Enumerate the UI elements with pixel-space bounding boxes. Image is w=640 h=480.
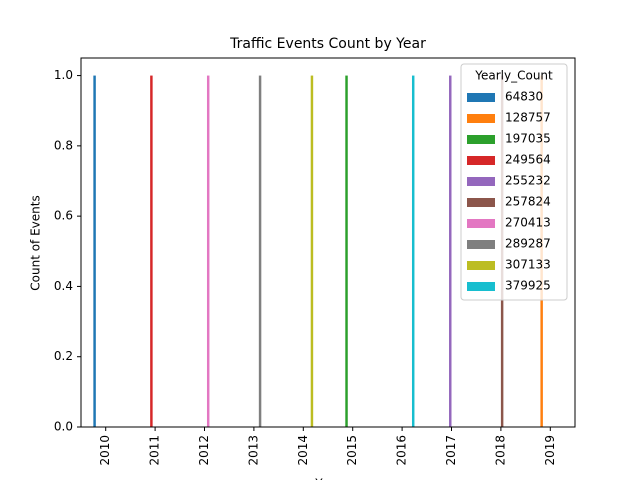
legend-label: 307133 [505, 258, 551, 272]
y-tick-label: 0.2 [54, 349, 73, 363]
legend-swatch [467, 156, 495, 165]
legend-label: 249564 [505, 153, 551, 167]
bar [206, 75, 210, 428]
bar [258, 75, 262, 428]
legend-swatch [467, 93, 495, 102]
bar [449, 75, 452, 428]
y-tick-label: 0.8 [54, 138, 73, 152]
legend-title: Yearly_Count [474, 69, 553, 83]
y-tick-label: 0.4 [54, 279, 73, 293]
bar [310, 75, 314, 428]
legend-swatch [467, 240, 495, 249]
bar [345, 75, 348, 428]
x-tick-label: 2019 [543, 435, 557, 466]
x-axis-label: Year [314, 477, 340, 480]
bar [411, 75, 415, 428]
legend-swatch [467, 114, 495, 123]
x-tick-label: 2012 [197, 435, 211, 466]
legend-swatch [467, 219, 495, 228]
legend-label: 64830 [505, 90, 543, 104]
legend-label: 197035 [505, 132, 551, 146]
y-axis-label: Count of Events [29, 195, 43, 290]
legend-swatch [467, 282, 495, 291]
y-tick-label: 0.6 [54, 209, 73, 223]
x-tick-label: 2014 [296, 435, 310, 466]
x-tick-label: 2017 [444, 435, 458, 466]
x-tick-label: 2015 [345, 435, 359, 466]
plot-frame [80, 57, 576, 428]
chart-title: Traffic Events Count by Year [229, 36, 426, 52]
x-tick-label: 2011 [148, 435, 162, 466]
x-tick-label: 2010 [98, 435, 112, 466]
bar [93, 75, 96, 428]
legend-swatch [467, 261, 495, 270]
legend-label: 255232 [505, 174, 551, 188]
legend-swatch [467, 198, 495, 207]
legend-label: 270413 [505, 216, 551, 230]
legend-label: 289287 [505, 237, 551, 251]
x-tick-label: 2013 [246, 435, 260, 466]
bar [150, 75, 153, 428]
legend-label: 379925 [505, 279, 551, 293]
y-tick-label: 1.0 [54, 68, 73, 82]
y-tick-label: 0.0 [54, 420, 73, 434]
x-tick-label: 2018 [493, 435, 507, 466]
legend-swatch [467, 135, 495, 144]
legend-label: 257824 [505, 195, 551, 209]
legend-swatch [467, 177, 495, 186]
x-tick-label: 2016 [395, 435, 409, 466]
legend-label: 128757 [505, 111, 551, 125]
